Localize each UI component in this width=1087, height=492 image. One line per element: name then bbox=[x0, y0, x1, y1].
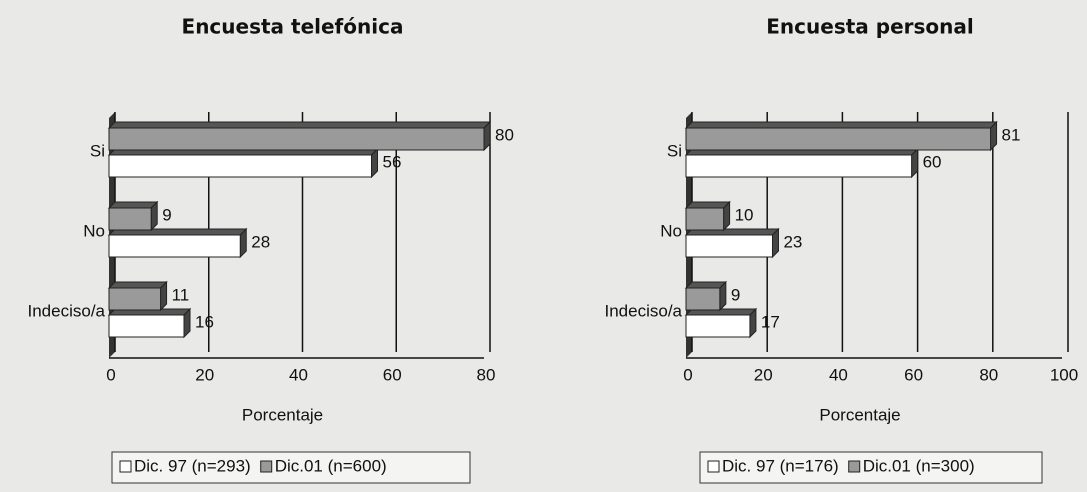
chart-title: Encuesta telefónica bbox=[182, 15, 404, 39]
data-label: 81 bbox=[1002, 125, 1021, 144]
bar bbox=[684, 280, 728, 312]
y-tick-label: Si bbox=[90, 141, 105, 160]
x-tick-label: 0 bbox=[106, 365, 115, 384]
bar bbox=[684, 147, 919, 179]
x-tick-label: 100 bbox=[1050, 365, 1078, 384]
bar bbox=[107, 280, 168, 312]
data-label: 9 bbox=[731, 285, 740, 304]
bar bbox=[684, 120, 998, 152]
legend-swatch bbox=[119, 460, 132, 473]
data-label: 23 bbox=[783, 232, 802, 251]
bar-face bbox=[107, 121, 492, 129]
bar bbox=[107, 120, 492, 152]
x-tick-label: 20 bbox=[195, 365, 214, 384]
bar-face bbox=[685, 207, 725, 231]
bar-face bbox=[108, 127, 485, 151]
x-tick-label: 20 bbox=[754, 365, 773, 384]
y-tick-label: Indeciso/a bbox=[28, 301, 106, 320]
x-axis-label: Porcentaje bbox=[242, 405, 323, 424]
x-tick-label: 80 bbox=[477, 365, 496, 384]
data-label: 28 bbox=[251, 232, 270, 251]
y-tick-label: Si bbox=[667, 141, 682, 160]
data-label: 56 bbox=[383, 152, 402, 171]
x-tick-label: 60 bbox=[383, 365, 402, 384]
bar bbox=[107, 147, 379, 179]
legend-label: Dic. 97 (n=176) bbox=[722, 456, 839, 475]
bar-face bbox=[108, 234, 241, 258]
bar-face bbox=[108, 154, 372, 178]
bar-face bbox=[684, 201, 731, 209]
bar-face bbox=[107, 201, 159, 209]
x-tick-label: 80 bbox=[979, 365, 998, 384]
bar-face bbox=[108, 287, 162, 311]
x-tick-label: 40 bbox=[289, 365, 308, 384]
bar-face bbox=[685, 234, 773, 258]
y-tick-label: No bbox=[83, 221, 105, 240]
bar bbox=[107, 227, 248, 259]
bar-face bbox=[684, 281, 728, 289]
bar-face bbox=[685, 314, 751, 338]
legend-label: Dic. 97 (n=293) bbox=[134, 456, 251, 475]
legend-label: Dic.01 (n=600) bbox=[275, 456, 387, 475]
x-tick-label: 0 bbox=[683, 365, 692, 384]
bar-face bbox=[685, 154, 913, 178]
bar-face bbox=[685, 127, 992, 151]
bar bbox=[684, 200, 731, 232]
data-label: 9 bbox=[162, 205, 171, 224]
data-label: 16 bbox=[195, 312, 214, 331]
data-label: 17 bbox=[761, 312, 780, 331]
chart-title: Encuesta personal bbox=[766, 15, 973, 39]
bar-face bbox=[108, 207, 152, 231]
data-label: 11 bbox=[172, 285, 190, 304]
bar bbox=[107, 307, 192, 339]
bar bbox=[684, 227, 780, 259]
y-tick-label: Indeciso/a bbox=[605, 301, 683, 320]
bar bbox=[684, 307, 758, 339]
legend-box bbox=[111, 451, 471, 484]
legend-box bbox=[699, 451, 1043, 484]
data-label: 60 bbox=[923, 152, 942, 171]
x-tick-label: 60 bbox=[904, 365, 923, 384]
data-label: 80 bbox=[495, 125, 514, 144]
bar-face bbox=[684, 121, 998, 129]
bar-face bbox=[107, 281, 168, 289]
bar-face bbox=[685, 287, 721, 311]
x-axis-label: Porcentaje bbox=[819, 405, 900, 424]
y-tick-label: No bbox=[660, 221, 682, 240]
legend-label: Dic.01 (n=300) bbox=[863, 456, 975, 475]
bar bbox=[107, 200, 159, 232]
legend-swatch bbox=[848, 460, 861, 473]
legend-swatch bbox=[260, 460, 273, 473]
bar-face bbox=[108, 314, 185, 338]
data-label: 10 bbox=[735, 205, 754, 224]
legend-swatch bbox=[707, 460, 720, 473]
x-tick-label: 40 bbox=[829, 365, 848, 384]
